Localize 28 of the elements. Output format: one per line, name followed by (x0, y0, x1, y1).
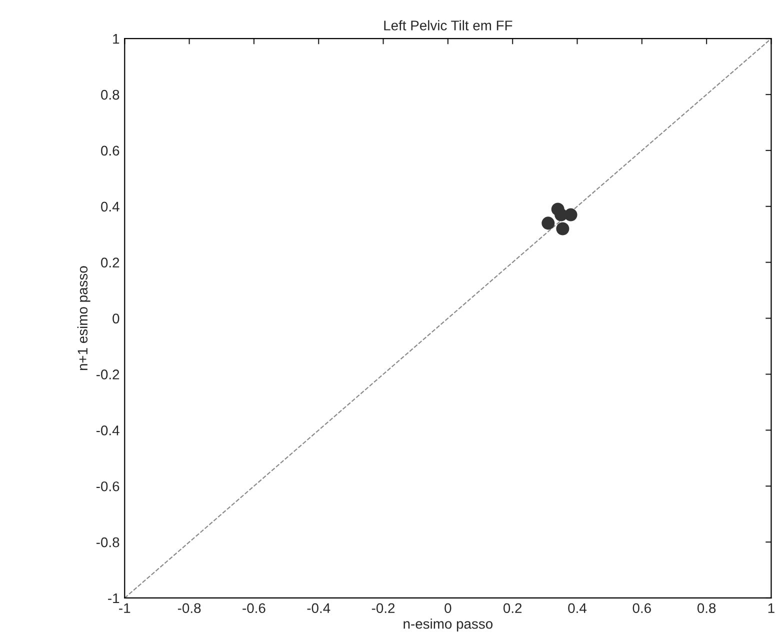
y-tick-label: 0.4 (101, 202, 120, 212)
x-axis-title: n-esimo passo (404, 618, 493, 632)
point (556, 222, 570, 236)
y-tick-label: -1 (108, 593, 120, 604)
x-tick-label: -0.8 (178, 603, 201, 614)
x-tick-label: -0.4 (307, 603, 330, 614)
point (542, 216, 555, 230)
y-tick-label: 0.8 (101, 90, 120, 100)
x-tick-label: 0 (444, 603, 452, 614)
x-tick-label: 0.2 (503, 603, 522, 614)
x-tick-label: -0.6 (242, 603, 266, 614)
y-tick-label: -0.8 (96, 537, 120, 548)
x-tick-label: 0.4 (568, 603, 586, 614)
x-tick-label: 0.6 (632, 603, 651, 614)
y-tick-label: 0 (112, 314, 120, 324)
y-tick-label: -0.4 (96, 426, 120, 436)
x-tick-label: 1 (768, 603, 774, 613)
y-tick-label: 0.2 (101, 258, 120, 268)
point (564, 208, 578, 222)
y-axis-title: n+1 esimo passo (77, 266, 90, 370)
x-tick-label: 0.8 (697, 603, 716, 614)
y-tick-label: -0.6 (96, 481, 120, 492)
chart-title: Left Pelvic Tilt em FF (384, 20, 512, 30)
x-tick-label: -0.2 (372, 603, 395, 614)
y-tick-label: 1 (113, 34, 120, 44)
y-tick-label: 0.6 (101, 146, 120, 156)
y-tick-label: -0.2 (96, 370, 120, 380)
x-tick-label: -1 (119, 603, 130, 613)
